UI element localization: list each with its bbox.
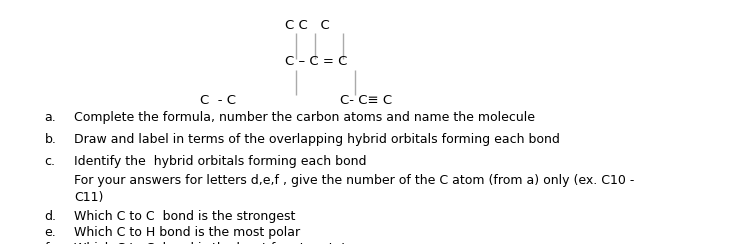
Text: Draw and label in terms of the overlapping hybrid orbitals forming each bond: Draw and label in terms of the overlappi… — [74, 133, 560, 146]
Text: Which C to C  bond is the least free to rotate: Which C to C bond is the least free to r… — [74, 242, 354, 244]
Text: C11): C11) — [74, 191, 104, 204]
Text: f.: f. — [44, 242, 52, 244]
Text: d.: d. — [44, 210, 56, 223]
Text: C  - C: C - C — [200, 94, 236, 107]
Text: For your answers for letters d,e,f , give the number of the C atom (from a) only: For your answers for letters d,e,f , giv… — [74, 174, 634, 187]
Text: a.: a. — [44, 112, 56, 124]
Text: C C   C: C C C — [285, 19, 329, 32]
Text: Identify the  hybrid orbitals forming each bond: Identify the hybrid orbitals forming eac… — [74, 155, 366, 168]
Text: b.: b. — [44, 133, 56, 146]
Text: e.: e. — [44, 226, 56, 239]
Text: Which C to H bond is the most polar: Which C to H bond is the most polar — [74, 226, 300, 239]
Text: Complete the formula, number the carbon atoms and name the molecule: Complete the formula, number the carbon … — [74, 112, 535, 124]
Text: c.: c. — [44, 155, 56, 168]
Text: Which C to C  bond is the strongest: Which C to C bond is the strongest — [74, 210, 295, 223]
Text: C – C = C: C – C = C — [285, 55, 347, 68]
Text: C- C≡ C: C- C≡ C — [340, 94, 392, 107]
